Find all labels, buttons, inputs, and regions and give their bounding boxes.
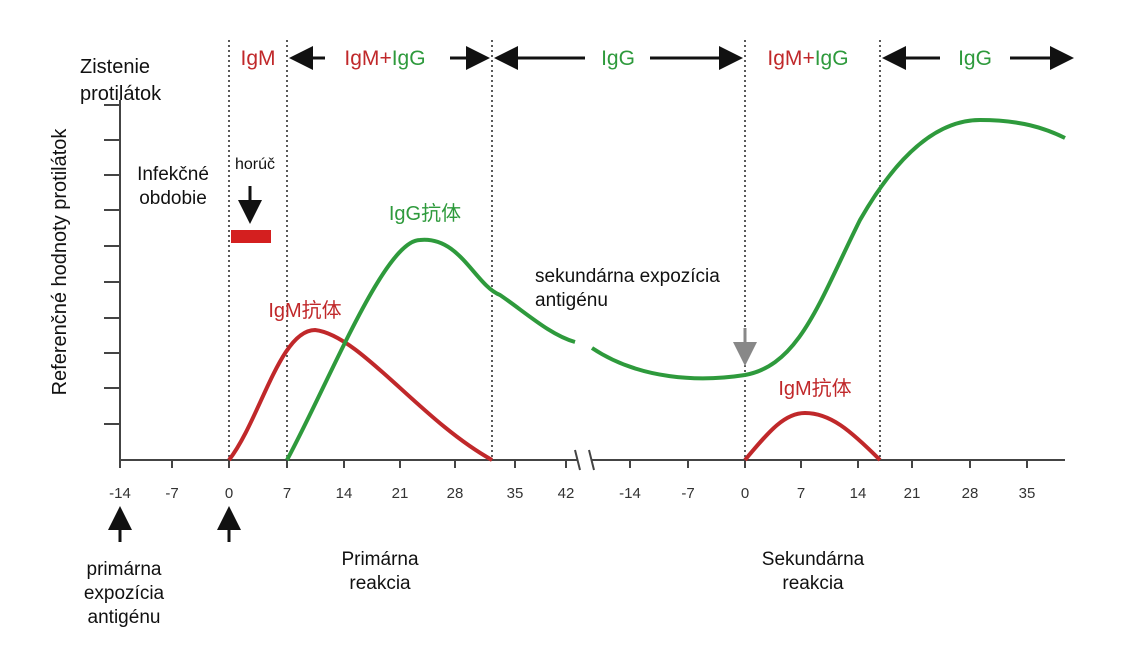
band-label: IgG (601, 47, 635, 70)
x-tick-label: 7 (797, 485, 805, 502)
band-part: IgM (240, 47, 275, 70)
band-label: IgG (958, 47, 992, 70)
x-tick-label: -7 (165, 485, 178, 502)
y-label-top: Zistenie protilátok (80, 56, 162, 105)
igg-primary-label: IgG抗体 (389, 202, 461, 225)
curves (227, 117, 1066, 462)
fever-bar (231, 230, 271, 243)
band-part: IgM (767, 47, 802, 70)
secondary-exposure: sekundárna expozícia antigénu (535, 266, 720, 311)
x-tick-label: 21 (392, 485, 409, 502)
igm-secondary-label: IgM抗体 (778, 377, 851, 400)
arrows (108, 186, 757, 542)
band-part: IgG (815, 47, 849, 70)
band-part: + (379, 47, 391, 70)
infection-period: Infekčné obdobie (137, 164, 209, 209)
igm-primary-curve (227, 327, 493, 462)
axes (119, 100, 1065, 471)
x-tick-label: 14 (850, 485, 867, 502)
x-tick-label: -14 (109, 485, 131, 502)
x-tick-label: 35 (1019, 485, 1036, 502)
x-ticks: -14 -7 0 7 14 21 28 35 42 -14 -7 0 7 14 21 28 35 (109, 460, 1035, 502)
igm-secondary-curve (743, 410, 882, 462)
primary-exposure: primárna expozícia antigénu (84, 559, 165, 628)
band-part: IgG (601, 47, 635, 70)
x-tick-label: 21 (904, 485, 921, 502)
x-tick-label: 0 (741, 485, 749, 502)
x-tick-label: 0 (225, 485, 233, 502)
bands: IgM IgM+IgG IgG IgM+IgG IgG (240, 47, 991, 70)
band-label: IgM+IgG (767, 47, 848, 70)
x-tick-label: 42 (558, 485, 575, 502)
igm-primary-label: IgM抗体 (268, 299, 341, 322)
labels: Zistenie protilátok Referenčné hodnoty pr… (49, 56, 865, 628)
band-label: IgM (240, 47, 275, 70)
band-part: + (802, 47, 814, 70)
y-label-side: Referenčné hodnoty protilátok (49, 128, 71, 396)
y-ticks (104, 104, 120, 425)
igg-primary-curve (285, 237, 576, 461)
band-part: IgM (344, 47, 379, 70)
x-tick-label: 14 (336, 485, 353, 502)
band-part: IgG (392, 47, 426, 70)
secondary-reaction: Sekundárna reakcia (762, 549, 865, 594)
band-label: IgM+IgG (344, 47, 425, 70)
dividers (228, 40, 881, 460)
band-part: IgG (958, 47, 992, 70)
x-tick-label: 35 (507, 485, 524, 502)
fever: horúč (235, 156, 275, 173)
x-tick-label: 7 (283, 485, 291, 502)
x-tick-label: 28 (962, 485, 979, 502)
primary-reaction: Primárna reakcia (341, 549, 419, 594)
x-tick-label: -7 (681, 485, 694, 502)
x-tick-label: -14 (619, 485, 641, 502)
x-tick-label: 28 (447, 485, 464, 502)
igg-secondary-curve (590, 117, 1066, 381)
